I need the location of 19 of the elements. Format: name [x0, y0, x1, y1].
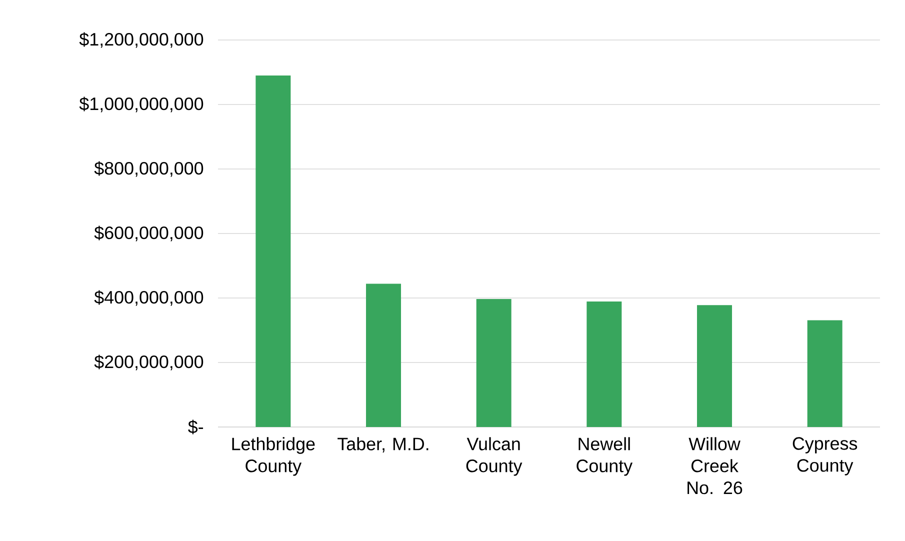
x-tick-label: Vulcan County [466, 437, 522, 476]
y-tick-label: $800,000,000 [94, 161, 204, 177]
bar [807, 320, 842, 427]
x-tick-label: Cypress County [792, 437, 858, 476]
bar [586, 302, 622, 427]
bar [697, 305, 732, 427]
bar [256, 75, 291, 427]
y-tick-label: $200,000,000 [94, 354, 204, 370]
y-tick-label: $600,000,000 [94, 226, 204, 242]
x-tick-label: Taber, M.D. [338, 437, 428, 452]
bar [366, 284, 402, 427]
x-tick-label: Lethbridge County [232, 437, 315, 476]
x-tick-label: Willow Creek No. 26 [688, 437, 742, 494]
y-tick-label: $1,000,000,000 [79, 96, 204, 112]
y-tick-label: $1,200,000,000 [79, 32, 204, 48]
bar [476, 298, 512, 427]
y-tick-label: $- [188, 420, 204, 434]
x-tick-label: Newell County [576, 437, 633, 476]
y-tick-label: $400,000,000 [94, 290, 204, 306]
